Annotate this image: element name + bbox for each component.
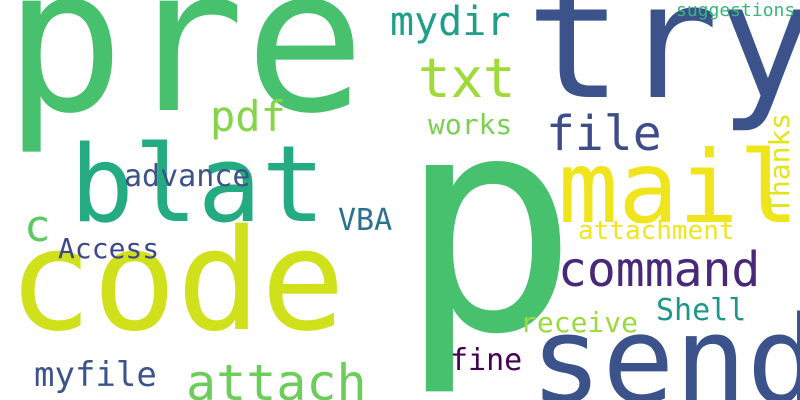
word-attachment: attachment (578, 216, 735, 246)
word-p: p (398, 51, 579, 400)
word-pre: pre (4, 0, 366, 158)
word-shell: Shell (656, 293, 747, 328)
word-txt: txt (418, 47, 516, 110)
word-mail: mail (558, 129, 799, 246)
word-thanks: Thanks (763, 112, 796, 214)
word-send: send (530, 292, 800, 400)
word-code: code (8, 200, 346, 363)
word-file: file (546, 106, 662, 162)
word-c: c (24, 201, 51, 252)
word-mydir: mydir (390, 0, 511, 45)
word-vba: VBA (338, 203, 393, 238)
word-blat: blat (70, 123, 326, 246)
word-receive: receive (520, 306, 639, 339)
word-suggestions: suggestions (676, 0, 796, 21)
word-pdf: pdf (210, 92, 286, 141)
word-try: try (526, 0, 800, 135)
word-advance: advance (124, 159, 251, 194)
word-works: works (428, 108, 513, 141)
word-fine: fine (450, 343, 523, 378)
word-attach: attach (186, 354, 367, 400)
word-access: Access (58, 232, 160, 265)
word-command: command (558, 242, 761, 298)
word-myfile: myfile (34, 355, 157, 395)
